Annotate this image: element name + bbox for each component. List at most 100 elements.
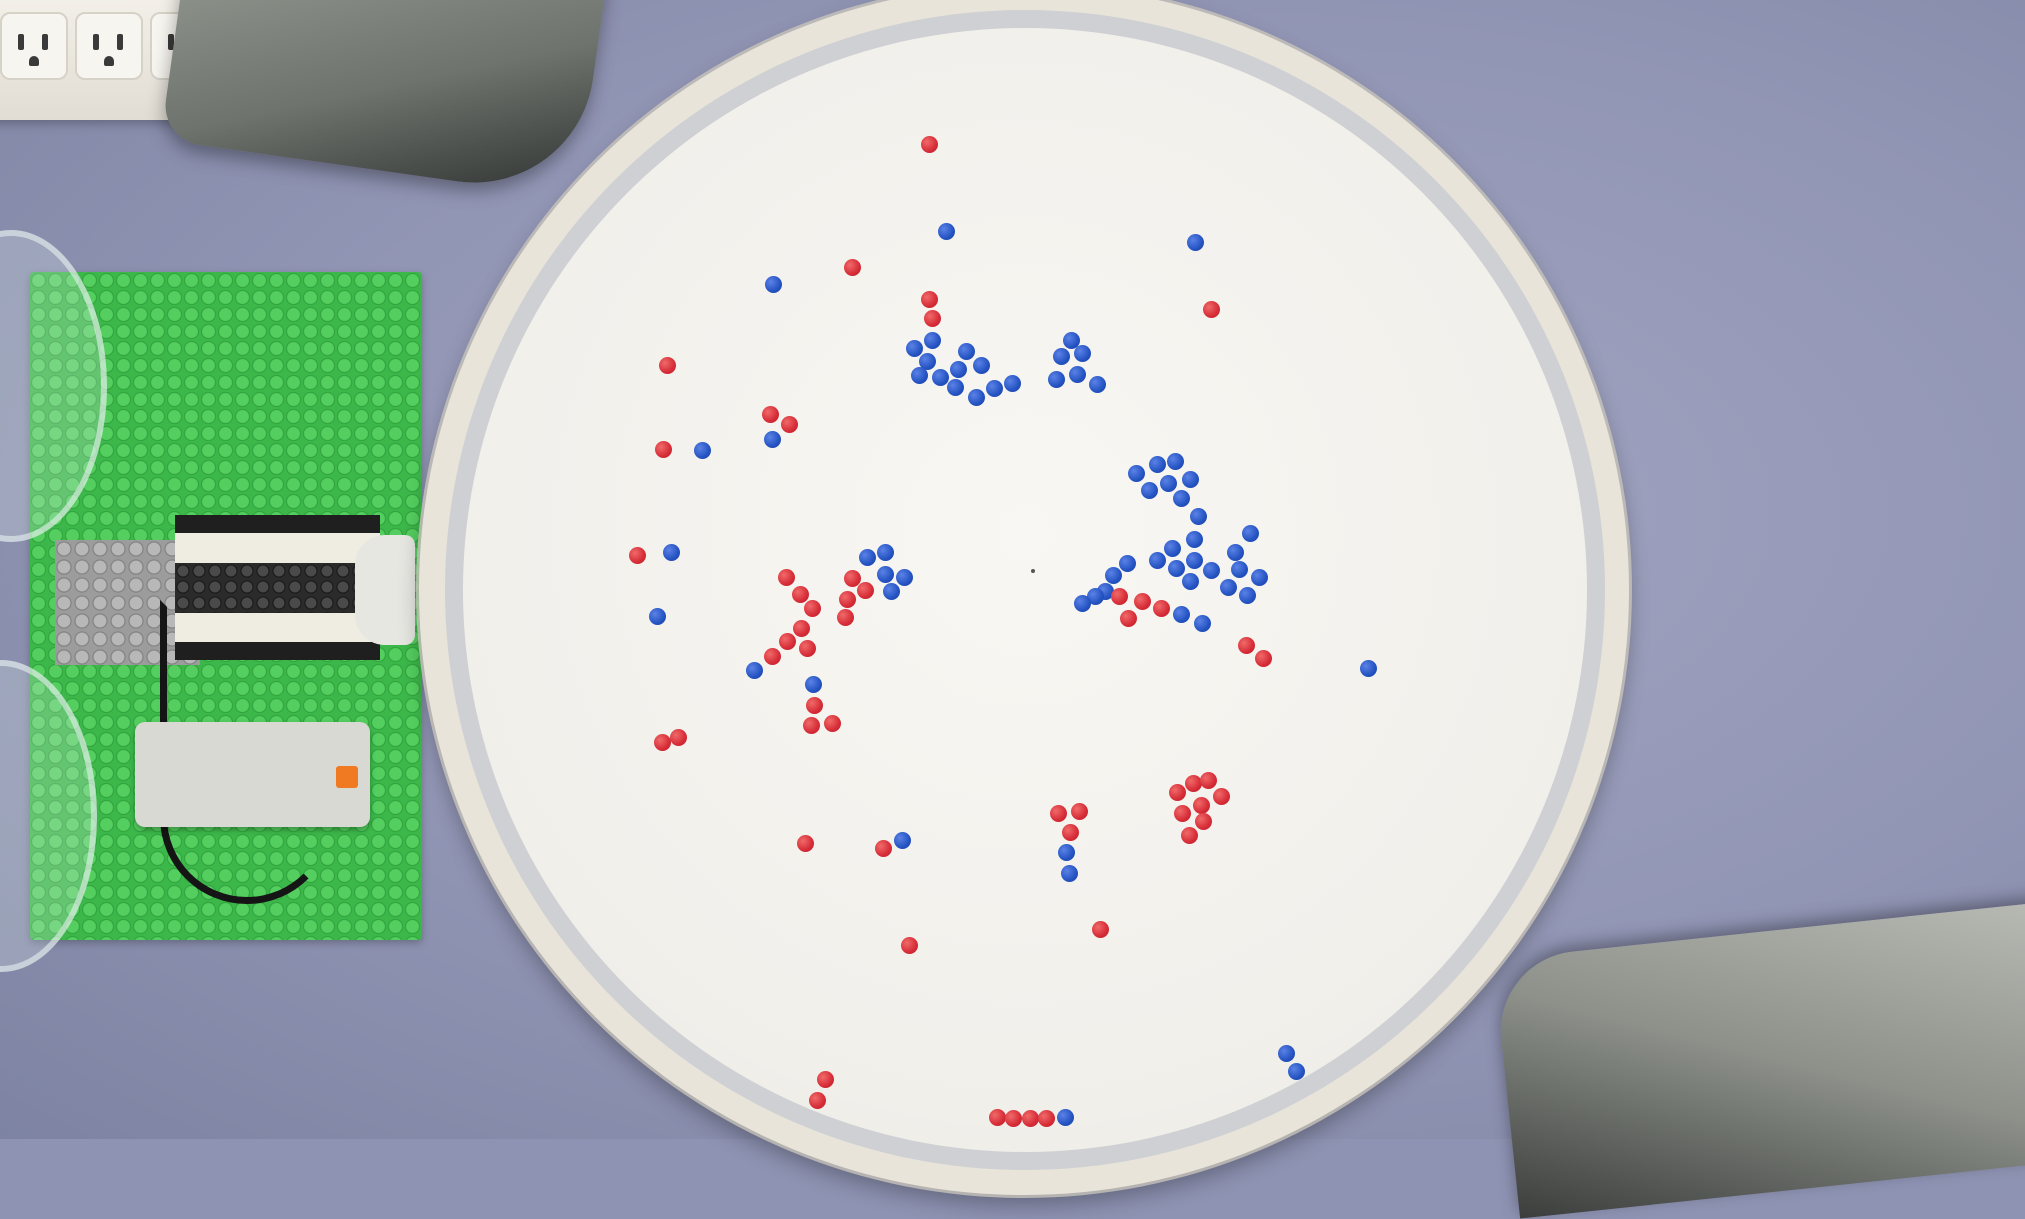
red-bead	[1120, 610, 1138, 628]
blue-bead	[1186, 531, 1204, 549]
blue-bead	[877, 566, 895, 584]
blue-bead	[1148, 551, 1166, 569]
blue-bead	[882, 582, 900, 600]
blue-bead	[765, 275, 783, 293]
red-bead	[1200, 771, 1218, 789]
red-bead	[1213, 788, 1231, 806]
blue-bead	[967, 389, 985, 407]
blue-bead	[694, 442, 712, 460]
blue-bead	[1004, 375, 1021, 393]
blue-bead	[1173, 606, 1191, 624]
blue-bead	[1058, 843, 1076, 861]
red-bead	[874, 839, 892, 857]
blue-bead	[1250, 568, 1268, 586]
red-bead	[629, 546, 647, 564]
red-bead	[798, 639, 816, 657]
blue-bead	[1073, 345, 1091, 363]
blue-bead	[949, 360, 967, 378]
red-bead	[777, 568, 795, 586]
red-bead	[780, 416, 798, 434]
red-bead	[1180, 827, 1198, 845]
blue-bead	[1063, 332, 1081, 350]
red-bead	[1169, 784, 1187, 802]
red-bead	[779, 633, 797, 651]
red-bead	[816, 1071, 834, 1089]
red-bead	[1005, 1109, 1023, 1127]
blue-bead	[1086, 588, 1104, 606]
blue-bead	[1104, 567, 1122, 585]
power-outlet	[75, 12, 143, 80]
blue-bead	[1193, 615, 1211, 633]
blue-bead	[957, 342, 975, 360]
red-bead	[808, 1091, 826, 1109]
red-bead	[654, 734, 672, 752]
red-bead	[1062, 824, 1080, 842]
red-bead	[1152, 599, 1170, 617]
blue-bead	[1127, 465, 1145, 483]
red-bead	[1237, 637, 1255, 655]
blue-bead	[1073, 594, 1091, 612]
red-bead	[900, 936, 918, 954]
blue-bead	[1187, 234, 1205, 252]
red-bead	[843, 570, 861, 588]
red-bead	[921, 291, 939, 309]
blue-bead	[1241, 524, 1259, 542]
red-bead	[1134, 593, 1152, 611]
blue-bead	[1182, 572, 1200, 590]
blue-bead	[1202, 562, 1220, 580]
red-bead	[1050, 805, 1068, 823]
blue-bead	[1360, 660, 1378, 678]
blue-bead	[911, 367, 928, 385]
lego-hub	[355, 535, 415, 645]
blue-bead	[1219, 579, 1237, 597]
lego-battery-box	[135, 722, 370, 827]
red-bead	[793, 620, 811, 638]
blue-bead	[895, 568, 913, 586]
red-bead	[669, 728, 687, 746]
red-bead	[923, 310, 941, 328]
blue-bead	[1140, 482, 1158, 500]
blue-bead	[1277, 1045, 1295, 1063]
battery-switch	[336, 766, 358, 788]
blue-bead	[1173, 490, 1191, 507]
red-bead	[988, 1108, 1006, 1126]
blue-bead	[931, 368, 949, 386]
blue-bead	[918, 353, 936, 371]
blue-bead	[877, 544, 895, 562]
blue-bead	[1189, 508, 1207, 526]
blue-bead	[1182, 470, 1200, 488]
blue-bead	[1148, 456, 1166, 474]
dish-center-mark	[1031, 569, 1035, 573]
blue-bead	[1164, 540, 1182, 558]
blue-bead	[805, 675, 823, 693]
red-bead	[1071, 802, 1089, 820]
blue-bead	[1160, 474, 1178, 492]
red-bead	[763, 647, 781, 665]
red-bead	[803, 599, 821, 617]
red-bead	[797, 834, 815, 852]
red-bead	[856, 581, 874, 599]
red-bead	[1022, 1109, 1040, 1127]
blue-bead	[1166, 452, 1184, 470]
red-bead	[843, 258, 861, 276]
blue-bead	[1047, 371, 1065, 389]
blue-bead	[1186, 551, 1204, 569]
red-bead	[1174, 805, 1192, 823]
red-bead	[1037, 1109, 1055, 1127]
blue-bead	[648, 607, 666, 625]
dish-water-surface	[463, 28, 1587, 1152]
power-outlet	[0, 12, 68, 80]
red-bead	[655, 440, 673, 458]
blue-bead	[1168, 559, 1185, 577]
blue-bead	[1053, 347, 1071, 365]
red-bead	[1184, 775, 1202, 793]
blue-bead	[1068, 366, 1086, 384]
red-bead	[1091, 921, 1109, 939]
blue-bead	[1056, 1108, 1074, 1126]
blue-bead	[973, 356, 990, 374]
blue-bead	[745, 661, 763, 679]
blue-bead	[947, 378, 965, 396]
blue-bead	[1231, 561, 1249, 579]
blue-bead	[1060, 864, 1078, 882]
